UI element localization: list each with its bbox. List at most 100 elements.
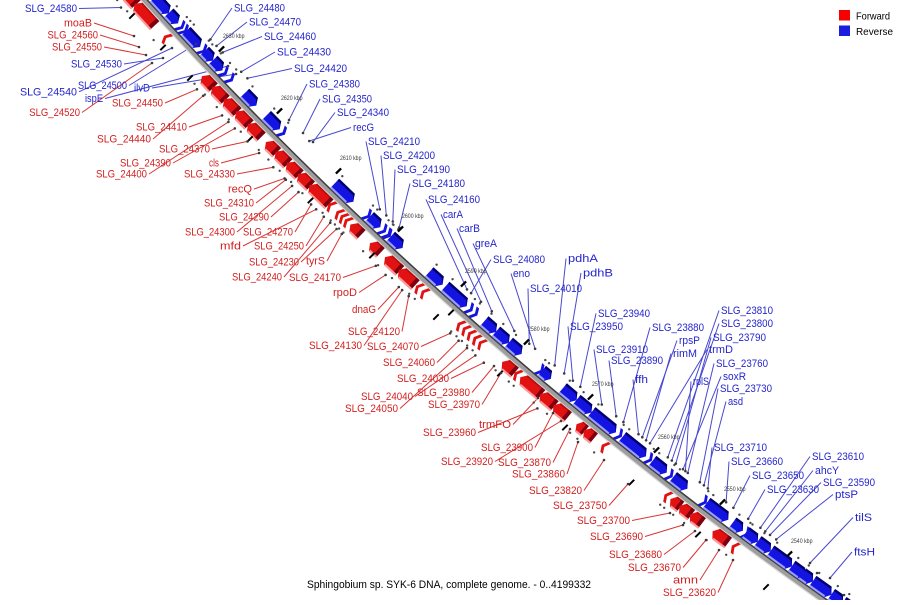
svg-text:SLG_23880: SLG_23880 (652, 322, 704, 334)
svg-text:2620 kbp: 2620 kbp (281, 95, 303, 102)
svg-text:SLG_24340: SLG_24340 (337, 107, 389, 119)
svg-text:cls: cls (209, 158, 219, 170)
svg-text:carA: carA (443, 209, 464, 221)
svg-text:Forward: Forward (856, 12, 890, 23)
svg-text:tilS: tilS (855, 512, 872, 524)
svg-text:SLG_24250: SLG_24250 (254, 241, 304, 253)
svg-text:recQ: recQ (228, 184, 252, 196)
svg-text:SLG_24290: SLG_24290 (219, 212, 269, 224)
svg-text:rimM: rimM (673, 348, 697, 360)
svg-text:SLG_24300: SLG_24300 (185, 227, 235, 239)
svg-text:Sphingobium sp. SYK-6 DNA, com: Sphingobium sp. SYK-6 DNA, complete geno… (307, 579, 591, 591)
svg-text:SLG_23810: SLG_23810 (721, 305, 773, 317)
svg-text:SLG_24390: SLG_24390 (120, 158, 171, 170)
svg-text:SLG_24070: SLG_24070 (367, 341, 419, 353)
svg-text:SLG_23760: SLG_23760 (716, 358, 768, 370)
svg-text:greA: greA (475, 238, 498, 250)
svg-text:asd: asd (728, 396, 743, 408)
svg-text:SLG_24040: SLG_24040 (361, 391, 413, 403)
svg-text:Reverse: Reverse (856, 27, 893, 38)
svg-text:SLG_24470: SLG_24470 (249, 17, 301, 29)
svg-text:SLG_23660: SLG_23660 (731, 456, 783, 468)
svg-text:soxR: soxR (723, 371, 746, 383)
svg-text:SLG_24180: SLG_24180 (412, 178, 465, 190)
svg-text:SLG_24210: SLG_24210 (368, 136, 420, 148)
svg-text:SLG_24350: SLG_24350 (322, 94, 372, 106)
svg-text:SLG_24120: SLG_24120 (348, 326, 400, 338)
svg-text:SLG_23890: SLG_23890 (611, 355, 663, 367)
svg-text:2560 kbp: 2560 kbp (658, 434, 680, 441)
svg-text:SLG_24380: SLG_24380 (309, 79, 360, 91)
svg-text:SLG_23910: SLG_23910 (596, 344, 648, 356)
svg-text:SLG_24050: SLG_24050 (345, 403, 398, 415)
svg-text:carB: carB (459, 223, 480, 235)
svg-text:SLG_24410: SLG_24410 (136, 122, 187, 134)
svg-text:2600 kbp: 2600 kbp (402, 213, 424, 220)
svg-text:SLG_23650: SLG_23650 (752, 470, 804, 482)
svg-text:SLG_23610: SLG_23610 (812, 451, 864, 463)
svg-text:dnaG: dnaG (352, 304, 376, 316)
svg-text:SLG_24460: SLG_24460 (264, 31, 316, 43)
svg-text:SLG_24080: SLG_24080 (493, 254, 545, 266)
svg-text:SLG_23710: SLG_23710 (714, 442, 767, 454)
svg-text:SLG_24400: SLG_24400 (96, 169, 147, 181)
svg-text:rpsP: rpsP (679, 335, 700, 347)
svg-text:2540 kbp: 2540 kbp (791, 538, 813, 545)
svg-text:SLG_24530: SLG_24530 (71, 59, 122, 71)
svg-text:SLG_23970: SLG_23970 (428, 399, 480, 411)
svg-text:SLG_24560: SLG_24560 (48, 30, 99, 42)
svg-text:2570 kbp: 2570 kbp (592, 381, 614, 388)
svg-text:SLG_24420: SLG_24420 (294, 63, 347, 75)
svg-text:tyrS: tyrS (306, 256, 325, 268)
svg-text:pdhB: pdhB (583, 268, 613, 280)
svg-text:SLG_24160: SLG_24160 (428, 194, 480, 206)
svg-text:SLG_23950: SLG_23950 (570, 321, 623, 333)
svg-text:2590 kbp: 2590 kbp (465, 268, 487, 275)
svg-text:SLG_23750: SLG_23750 (553, 500, 607, 512)
svg-text:SLG_23630: SLG_23630 (767, 484, 819, 496)
svg-text:SLG_24230: SLG_24230 (249, 257, 299, 269)
svg-text:ptsP: ptsP (835, 489, 858, 501)
svg-text:SLG_23900: SLG_23900 (481, 442, 533, 454)
svg-text:eno: eno (513, 268, 530, 280)
svg-text:SLG_23920: SLG_23920 (441, 456, 493, 468)
svg-text:SLG_23980: SLG_23980 (417, 387, 470, 399)
svg-text:SLG_23700: SLG_23700 (577, 515, 630, 527)
svg-text:pdhA: pdhA (568, 253, 599, 265)
svg-text:2580 kbp: 2580 kbp (528, 326, 550, 333)
svg-text:ffh: ffh (635, 374, 648, 386)
svg-text:SLG_24330: SLG_24330 (184, 169, 235, 181)
svg-text:SLG_24540: SLG_24540 (20, 86, 77, 98)
svg-text:SLG_24550: SLG_24550 (52, 42, 102, 54)
svg-text:SLG_24430: SLG_24430 (277, 47, 331, 59)
svg-text:SLG_24270: SLG_24270 (243, 227, 293, 239)
svg-text:ispE: ispE (85, 93, 103, 105)
svg-text:2630 kbp: 2630 kbp (223, 33, 245, 40)
svg-text:SLG_23790: SLG_23790 (713, 332, 766, 344)
svg-text:SLG_24240: SLG_24240 (232, 272, 282, 284)
svg-text:SLG_23870: SLG_23870 (498, 457, 551, 469)
svg-text:SLG_24480: SLG_24480 (234, 3, 285, 15)
svg-text:SLG_24030: SLG_24030 (397, 373, 449, 385)
svg-text:moaB: moaB (64, 18, 92, 30)
svg-text:SLG_23800: SLG_23800 (721, 318, 773, 330)
svg-text:SLG_24130: SLG_24130 (309, 340, 362, 352)
svg-text:ahcY: ahcY (815, 465, 840, 477)
svg-text:2550 kbp: 2550 kbp (724, 486, 746, 493)
svg-text:2610 kbp: 2610 kbp (340, 155, 362, 162)
svg-text:recG: recG (353, 122, 374, 134)
svg-text:SLG_24010: SLG_24010 (530, 283, 582, 295)
svg-text:SLG_24580: SLG_24580 (25, 3, 77, 15)
svg-text:SLG_23590: SLG_23590 (823, 477, 875, 489)
svg-text:SLG_23820: SLG_23820 (529, 485, 582, 497)
svg-text:SLG_23960: SLG_23960 (423, 427, 476, 439)
svg-text:trmD: trmD (709, 344, 733, 356)
svg-text:SLG_24190: SLG_24190 (397, 164, 450, 176)
svg-text:SLG_24060: SLG_24060 (383, 357, 435, 369)
svg-text:rplS: rplS (693, 376, 709, 388)
svg-text:rpoD: rpoD (333, 287, 357, 299)
svg-text:SLG_24520: SLG_24520 (29, 107, 80, 119)
svg-text:SLG_23620: SLG_23620 (663, 587, 716, 599)
svg-text:SLG_24170: SLG_24170 (289, 272, 341, 284)
svg-text:amn: amn (673, 575, 698, 587)
